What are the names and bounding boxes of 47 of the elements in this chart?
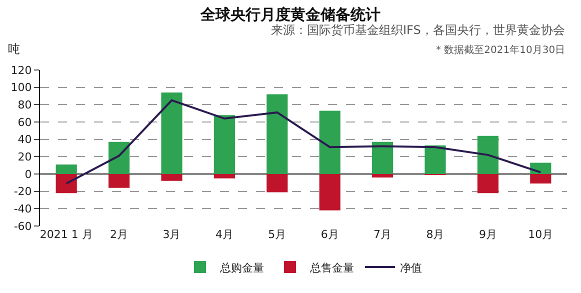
bar bbox=[56, 164, 77, 174]
y-tick-label: 100 bbox=[10, 81, 32, 94]
x-tick-label: 5月 bbox=[268, 228, 286, 241]
y-tick-label: -60 bbox=[14, 220, 32, 233]
bar bbox=[530, 174, 552, 184]
bar bbox=[372, 142, 394, 174]
y-tick-label: 80 bbox=[18, 98, 32, 112]
y-tick-label: -20 bbox=[14, 185, 32, 198]
bar bbox=[477, 174, 498, 194]
bar bbox=[424, 145, 446, 174]
bar bbox=[108, 174, 130, 188]
bar bbox=[108, 142, 130, 174]
bar bbox=[266, 94, 288, 174]
x-tick-label: 2月 bbox=[110, 228, 128, 241]
x-tick-label: 9月 bbox=[478, 228, 497, 241]
bar bbox=[214, 174, 235, 178]
y-tick-label: 120 bbox=[10, 64, 32, 77]
x-tick-label: 2021 1 月 bbox=[40, 228, 93, 241]
y-tick-label: 20 bbox=[18, 150, 32, 164]
bar bbox=[477, 136, 498, 174]
line-series bbox=[65, 99, 542, 185]
bar bbox=[530, 162, 552, 174]
x-tick-label: 3月 bbox=[162, 228, 181, 241]
x-tick-label: 7月 bbox=[374, 228, 392, 241]
y-tick-label: 0 bbox=[24, 168, 32, 181]
legend-label: 净值 bbox=[400, 261, 422, 274]
source-note: 来源：国际货币基金组织IFS，各国央行，世界黄金协会 bbox=[271, 23, 565, 37]
bar bbox=[319, 174, 340, 210]
y-tick-label: 60 bbox=[18, 116, 32, 129]
x-tick-label: 10月 bbox=[528, 228, 554, 241]
x-tick-label: 6月 bbox=[320, 228, 339, 241]
legend-label: 总售金量 bbox=[309, 261, 354, 274]
bar bbox=[214, 115, 235, 174]
y-axis-title: 吨 bbox=[8, 42, 20, 56]
bar bbox=[161, 174, 182, 181]
bar bbox=[319, 110, 340, 174]
text: * 数据截至2021年10月30日 bbox=[436, 44, 566, 56]
y-tick-label: 40 bbox=[18, 133, 32, 146]
bar bbox=[161, 92, 182, 174]
y-tick-label: -40 bbox=[14, 202, 32, 216]
legend-label: 总购金量 bbox=[219, 261, 264, 274]
bar bbox=[266, 174, 288, 192]
chart-title: 全球央行月度黄金储备统计 bbox=[200, 5, 380, 24]
x-tick-label: 8月 bbox=[426, 228, 444, 241]
bar bbox=[372, 174, 394, 178]
x-tick-label: 4月 bbox=[215, 228, 234, 241]
bar bbox=[56, 174, 77, 194]
